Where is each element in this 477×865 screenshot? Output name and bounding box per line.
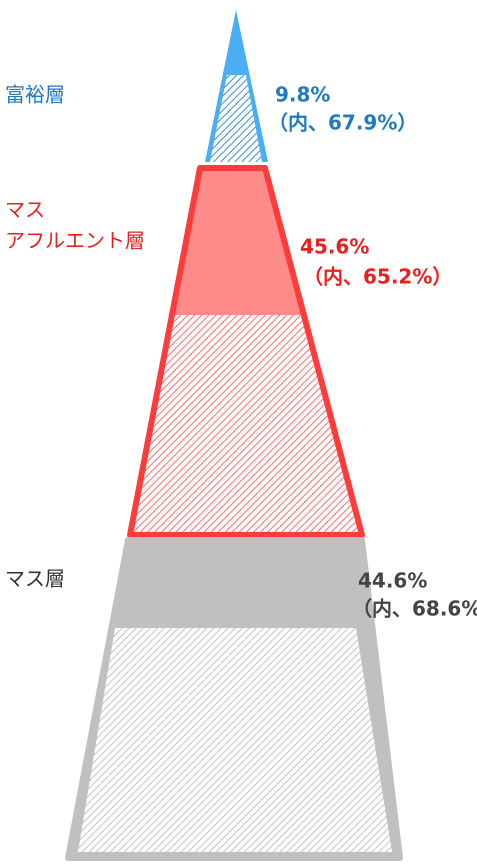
tier-bottom-hatch xyxy=(78,628,392,852)
tier-label: マス xyxy=(5,198,45,222)
tier-middle-border xyxy=(127,165,365,538)
tier-middle-hatch xyxy=(132,315,360,533)
tier-share: 44.6% xyxy=(358,569,427,593)
tier-share: 9.8% xyxy=(275,83,330,107)
tier-label: マス層 xyxy=(5,567,65,591)
tier-inner: （内、68.6%） xyxy=(352,597,477,621)
tier-top-hatch xyxy=(210,75,262,162)
tier-inner: （内、67.9%） xyxy=(268,111,417,135)
tier-bottom-border xyxy=(65,537,403,861)
tier-inner: （内、65.2%） xyxy=(303,265,452,289)
tier-label: アフルエント層 xyxy=(5,229,145,253)
tier-label: 富裕層 xyxy=(5,83,65,107)
tier-share: 45.6% xyxy=(300,235,369,259)
